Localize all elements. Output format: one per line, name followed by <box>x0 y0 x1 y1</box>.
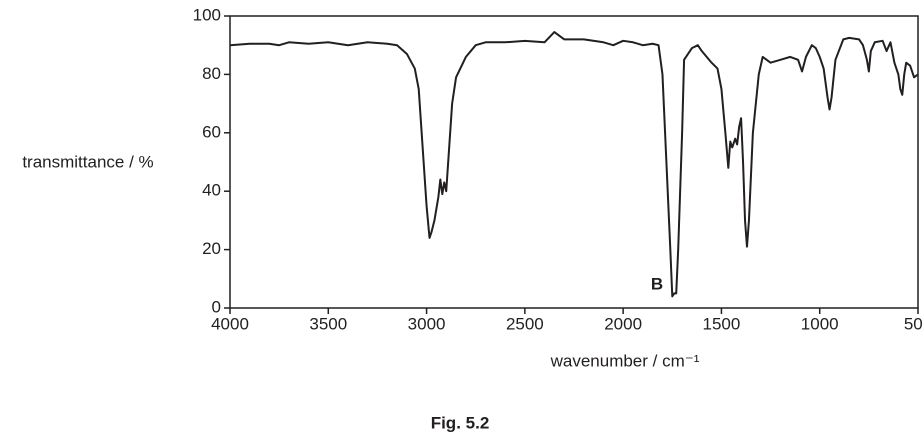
figure-caption: Fig. 5.2 <box>431 413 490 432</box>
x-tick-label: 3000 <box>408 314 446 333</box>
x-tick-label: 3500 <box>309 314 347 333</box>
peak-annotation: B <box>651 274 663 293</box>
y-tick-label: 100 <box>193 5 221 24</box>
x-tick-label: 4000 <box>211 314 249 333</box>
y-tick-label: 20 <box>202 239 221 258</box>
x-tick-label: 2000 <box>604 314 642 333</box>
plot-frame <box>229 15 919 309</box>
y-axis-label: transmittance / % <box>22 152 153 171</box>
y-tick-label: 80 <box>202 64 221 83</box>
x-tick-label: 2500 <box>506 314 544 333</box>
y-tick-label: 40 <box>202 181 221 200</box>
spectrum-line <box>229 31 919 298</box>
y-tick-label: 0 <box>212 297 221 316</box>
x-tick-label: 1500 <box>703 314 741 333</box>
x-axis-label: wavenumber / cm⁻¹ <box>550 351 700 370</box>
x-tick-label: 1000 <box>801 314 839 333</box>
y-tick-label: 60 <box>202 122 221 141</box>
x-tick-label: 500 <box>904 314 923 333</box>
